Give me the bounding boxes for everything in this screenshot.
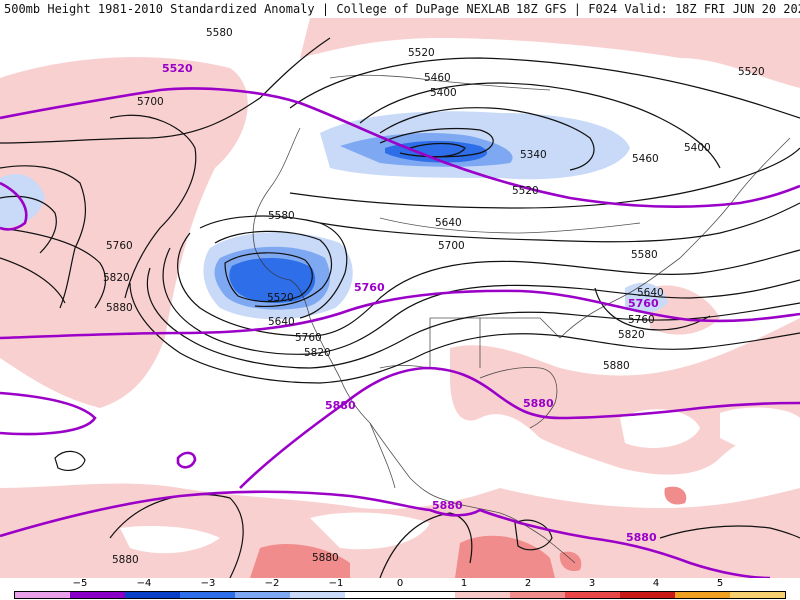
colorbar-segment — [730, 592, 785, 598]
contour-label: 5460 — [424, 72, 451, 84]
contour-label: 5520 — [162, 62, 193, 75]
colorbar-tick-label: −1 — [328, 578, 344, 589]
contour-label: 5880 — [312, 552, 339, 564]
contour-label: 5580 — [206, 27, 233, 39]
contour-label: 5580 — [631, 249, 658, 261]
colorbar-tick-label: 4 — [652, 578, 660, 589]
contour-label: 5820 — [618, 329, 645, 341]
colorbar-segment — [620, 592, 675, 598]
contour-label: 5400 — [430, 87, 457, 99]
contour-label: 5820 — [304, 347, 331, 359]
contour-label: 5700 — [137, 96, 164, 108]
colorbar-segment — [565, 592, 620, 598]
colorbar-tick-label: 5 — [716, 578, 724, 589]
contour-label: 5880 — [112, 554, 139, 566]
contour-label: 5640 — [268, 316, 295, 328]
colorbar-tick-label: −4 — [136, 578, 152, 589]
contour-label: 5880 — [626, 531, 657, 544]
colorbar-segment — [400, 592, 455, 598]
highlighted-contour-labels: 5520 5760 5760 5880 5880 5880 5880 — [162, 62, 659, 544]
contour-label: 5820 — [103, 272, 130, 284]
colorbar-tick-label: 2 — [524, 578, 532, 589]
contour-label: 5880 — [523, 397, 554, 410]
colorbar-tick-label: 3 — [588, 578, 596, 589]
colorbar-segment — [510, 592, 565, 598]
contour-label: 5880 — [325, 399, 356, 412]
contour-label: 5700 — [438, 240, 465, 252]
contour-label: 5520 — [267, 292, 294, 304]
colorbar-segment — [70, 592, 125, 598]
contour-label: 5400 — [684, 142, 711, 154]
colorbar-segment — [235, 592, 290, 598]
contour-label: 5880 — [106, 302, 133, 314]
colorbar-segment — [455, 592, 510, 598]
colorbar-segment — [180, 592, 235, 598]
contour-label: 5460 — [632, 153, 659, 165]
colorbar-tick-label: −2 — [264, 578, 280, 589]
contour-label: 5640 — [435, 217, 462, 229]
contour-label: 5760 — [106, 240, 133, 252]
colorbar-tick-label: −3 — [200, 578, 216, 589]
colorbar-segment — [15, 592, 70, 598]
map-title: 500mb Height 1981-2010 Standardized Anom… — [4, 2, 510, 16]
contour-label: 5520 — [408, 47, 435, 59]
colorbar-segment — [290, 592, 345, 598]
contour-label: 5760 — [628, 314, 655, 326]
contour-label: 5340 — [520, 149, 547, 161]
contour-label: 5880 — [432, 499, 463, 512]
contour-label: 5760 — [354, 281, 385, 294]
contour-label: 5520 — [512, 185, 539, 197]
anomaly-map: 5580 5520 5460 5400 5520 5700 5400 5340 … — [0, 18, 800, 578]
title-bar: 500mb Height 1981-2010 Standardized Anom… — [0, 0, 800, 18]
contour-label: 5580 — [268, 210, 295, 222]
contour-label: 5520 — [738, 66, 765, 78]
colorbar-scale — [14, 591, 786, 599]
colorbar-segment — [125, 592, 180, 598]
contour-label: 5880 — [603, 360, 630, 372]
contour-label: 5640 — [637, 287, 664, 299]
colorbar-segment — [675, 592, 730, 598]
highlighted-contours — [0, 87, 800, 578]
model-valid-time: 18Z GFS | F024 Valid: 18Z FRI JUN 20 202… — [516, 2, 800, 16]
colorbar-tick-label: 1 — [460, 578, 468, 589]
colorbar: −5 −4 −3 −2 −1 0 1 2 3 4 5 — [0, 578, 800, 600]
contour-label: 5760 — [628, 297, 659, 310]
colorbar-tick-label: 0 — [396, 578, 404, 589]
colorbar-tick-label: −5 — [72, 578, 88, 589]
contour-label: 5760 — [295, 332, 322, 344]
contour-labels: 5580 5520 5460 5400 5520 5700 5400 5340 … — [103, 27, 765, 566]
colorbar-segment — [345, 592, 400, 598]
